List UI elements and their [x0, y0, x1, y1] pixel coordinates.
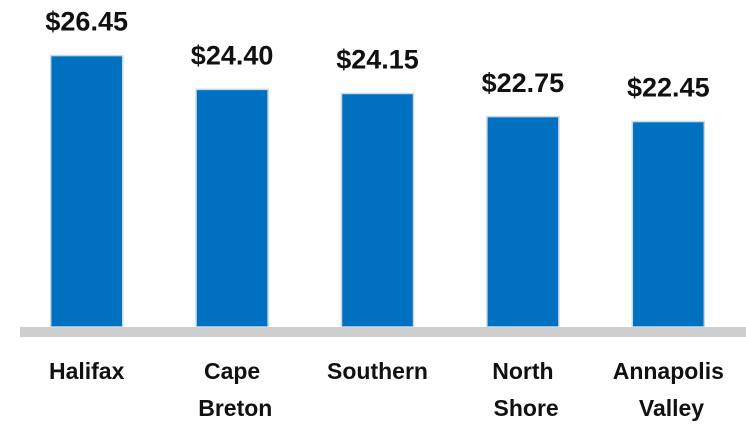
bar: [195, 88, 269, 328]
value-label: $22.75: [482, 68, 565, 98]
baseline: [20, 327, 746, 337]
x-tick-label: Cape Breton: [192, 358, 273, 421]
bar: [631, 120, 706, 328]
x-tick-label: Annapolis Valley: [613, 358, 724, 421]
x-tick-label: North Shore: [487, 358, 559, 421]
x-tick-label: Southern: [327, 358, 428, 384]
value-label: $22.45: [627, 73, 710, 103]
bar: [340, 92, 415, 328]
value-label: $24.40: [191, 41, 274, 71]
x-tick-label: Halifax: [49, 358, 125, 384]
value-label: $24.15: [336, 45, 419, 75]
value-label: $26.45: [45, 7, 128, 37]
bar: [486, 115, 560, 328]
bar: [49, 54, 124, 328]
